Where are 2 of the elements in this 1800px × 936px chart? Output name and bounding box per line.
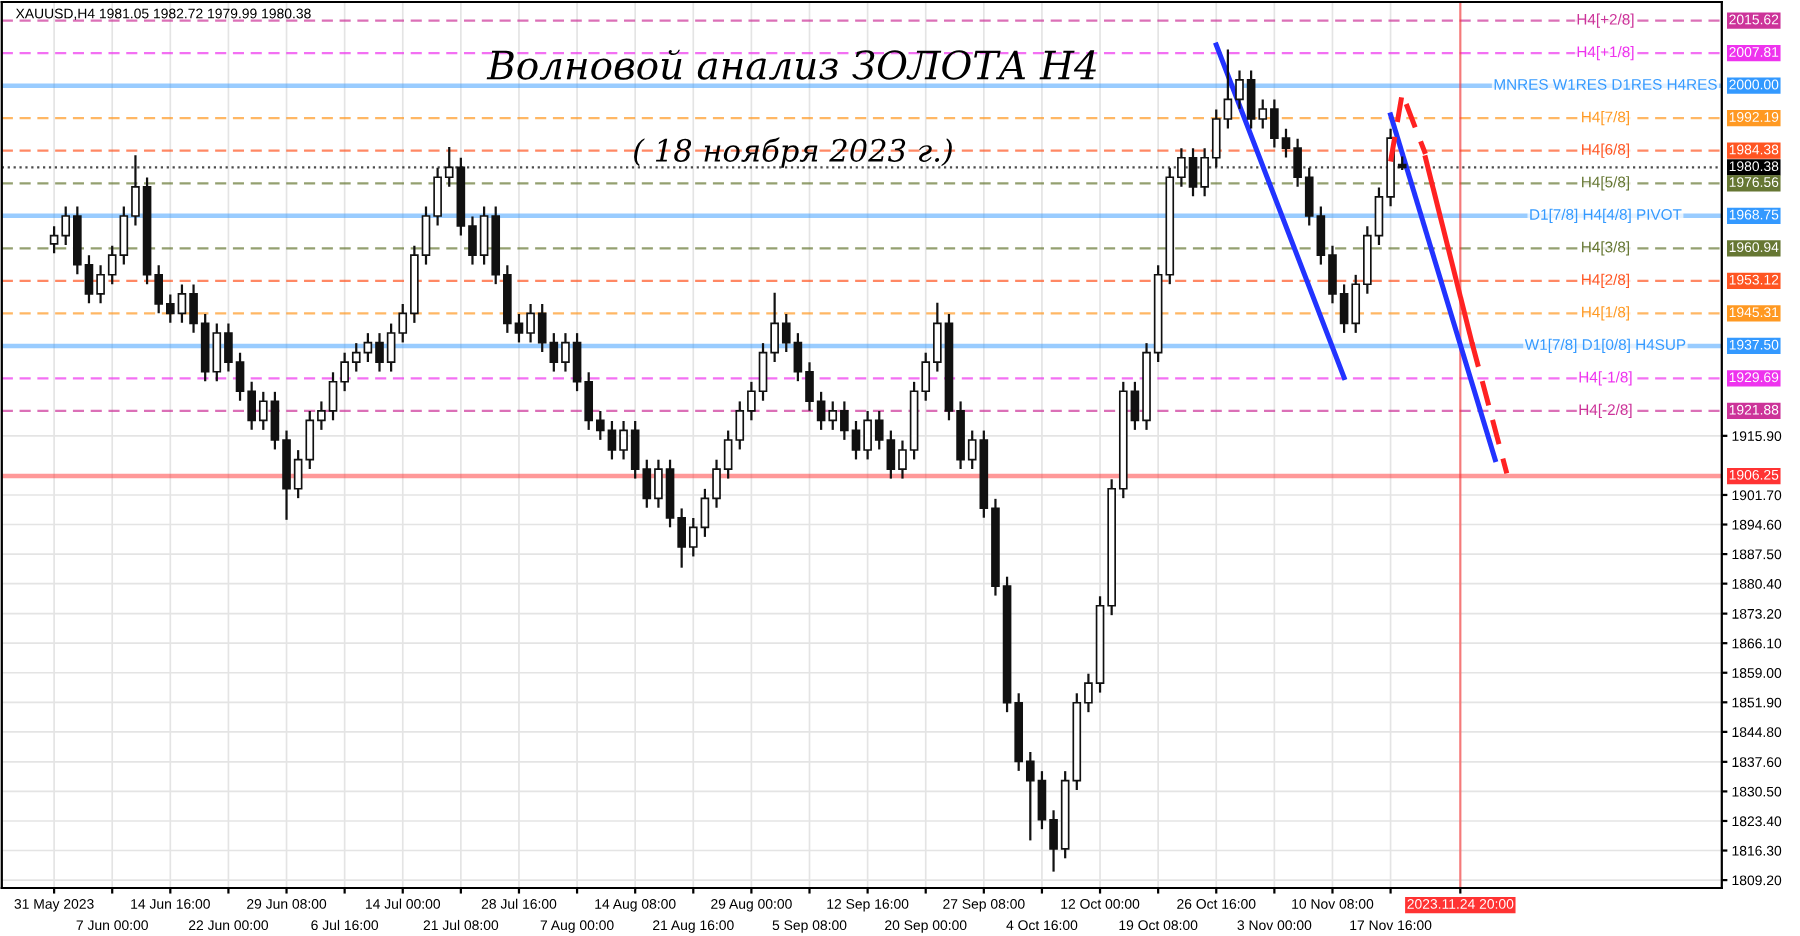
- text: Волновой анализ ЗОЛОТА H4: [486, 49, 1096, 80]
- text: ( 18 ноября 2023 г.): [634, 137, 952, 168]
